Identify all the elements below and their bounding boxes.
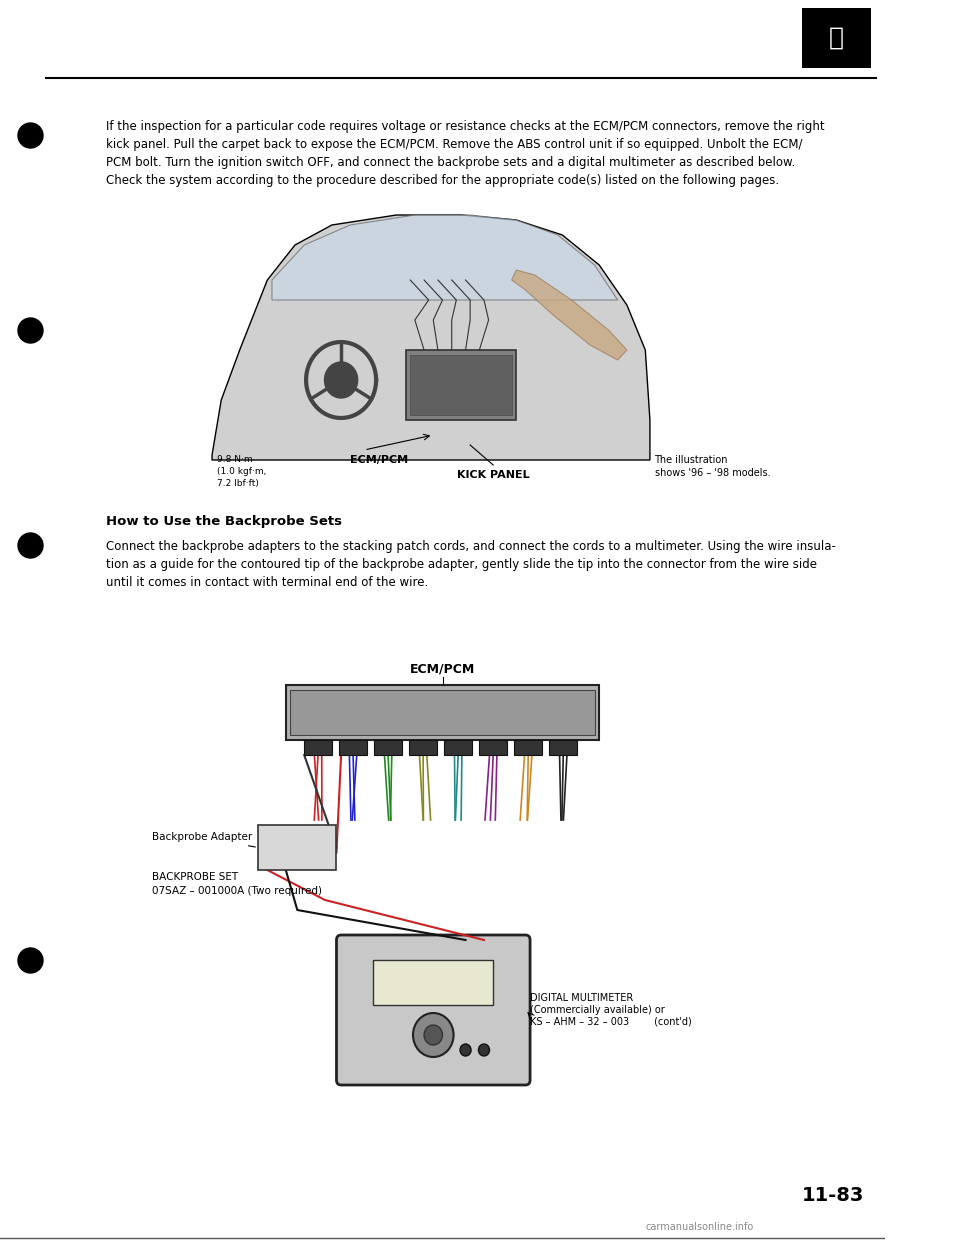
- Text: ECM/PCM: ECM/PCM: [350, 455, 408, 465]
- Text: If the inspection for a particular code requires voltage or resistance checks at: If the inspection for a particular code …: [106, 120, 825, 188]
- Text: How to Use the Backprobe Sets: How to Use the Backprobe Sets: [106, 515, 342, 528]
- Text: 11-83: 11-83: [802, 1186, 864, 1205]
- Bar: [802, 7, 871, 68]
- Polygon shape: [324, 361, 358, 397]
- Bar: [409, 740, 437, 755]
- Bar: [479, 740, 507, 755]
- Bar: [406, 350, 516, 420]
- Circle shape: [424, 1025, 443, 1045]
- Text: DIGITAL MULTIMETER
(Commercially available) or
KS – AHM – 32 – 003        (cont': DIGITAL MULTIMETER (Commercially availab…: [530, 994, 692, 1027]
- Polygon shape: [512, 270, 627, 360]
- Bar: [515, 740, 542, 755]
- Bar: [444, 740, 472, 755]
- Text: BACKPROBE SET
07SAZ – 001000A (Two required): BACKPROBE SET 07SAZ – 001000A (Two requi…: [152, 872, 323, 895]
- Bar: [290, 691, 594, 735]
- Circle shape: [413, 1013, 453, 1057]
- Bar: [258, 825, 337, 869]
- Bar: [286, 686, 599, 740]
- Polygon shape: [212, 215, 650, 460]
- Bar: [339, 740, 367, 755]
- Bar: [373, 960, 493, 1005]
- Text: carmanualsonline.info: carmanualsonline.info: [645, 1222, 754, 1232]
- Polygon shape: [272, 215, 617, 301]
- Text: Backprobe Adapter: Backprobe Adapter: [152, 832, 255, 847]
- Text: KICK PANEL: KICK PANEL: [457, 469, 530, 479]
- Text: 🔧: 🔧: [829, 26, 844, 50]
- Circle shape: [478, 1045, 490, 1056]
- Text: 9.8 N·m
(1.0 kgf·m,
7.2 lbf·ft): 9.8 N·m (1.0 kgf·m, 7.2 lbf·ft): [217, 455, 266, 488]
- FancyBboxPatch shape: [337, 935, 530, 1086]
- Circle shape: [460, 1045, 471, 1056]
- Text: The illustration
shows '96 – '98 models.: The illustration shows '96 – '98 models.: [655, 455, 770, 478]
- Bar: [410, 355, 512, 415]
- Text: Connect the backprobe adapters to the stacking patch cords, and connect the cord: Connect the backprobe adapters to the st…: [106, 540, 836, 589]
- Text: ECM/PCM: ECM/PCM: [410, 662, 475, 674]
- Bar: [549, 740, 577, 755]
- Bar: [374, 740, 402, 755]
- Bar: [304, 740, 332, 755]
